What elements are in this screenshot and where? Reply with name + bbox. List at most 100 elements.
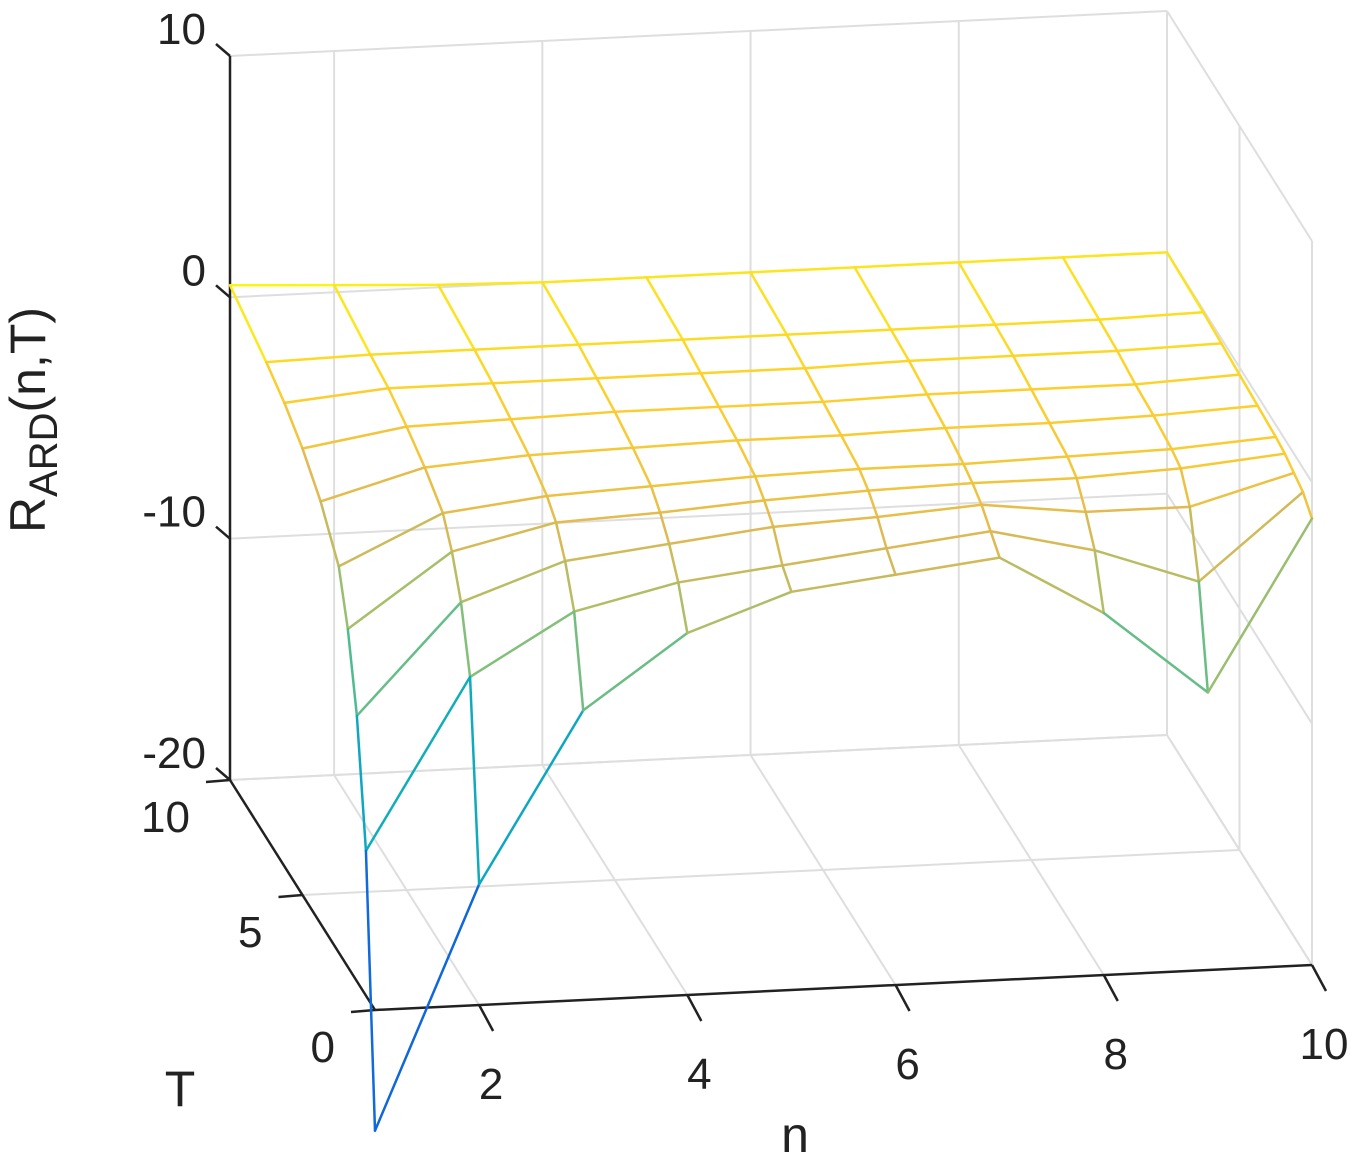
mesh-line-n bbox=[735, 434, 843, 442]
mesh-line-n bbox=[577, 338, 684, 346]
mesh-line-T bbox=[681, 338, 703, 375]
mesh-line-n bbox=[423, 453, 531, 469]
floor-grid-T bbox=[302, 849, 1240, 896]
mesh-line-n bbox=[677, 564, 784, 584]
mesh-line-n bbox=[301, 425, 408, 450]
x-tick-mark bbox=[1102, 974, 1119, 1002]
mesh-line-T bbox=[649, 484, 662, 514]
mesh-line-n bbox=[839, 426, 947, 437]
mesh-line-T bbox=[1152, 414, 1173, 451]
mesh-line-n bbox=[373, 883, 481, 1132]
grid-layer bbox=[229, 10, 1313, 1011]
mesh-line-n bbox=[649, 475, 757, 488]
mesh-line-T bbox=[763, 499, 775, 529]
back-wall-grid-z bbox=[229, 492, 1168, 540]
mesh-line-T bbox=[337, 565, 350, 631]
mesh-line-n bbox=[876, 503, 983, 519]
mesh-line-n bbox=[957, 256, 1065, 264]
mesh-line-T bbox=[332, 283, 372, 356]
mesh-line-n bbox=[473, 343, 580, 351]
mesh-line-T bbox=[1220, 342, 1241, 376]
mesh-line-T bbox=[667, 542, 680, 584]
mesh-line-n bbox=[563, 542, 671, 563]
mesh-line-T bbox=[441, 511, 454, 553]
mesh-line-T bbox=[957, 261, 997, 326]
z-tick-mark bbox=[215, 43, 231, 57]
mesh-line-n bbox=[885, 529, 992, 550]
mesh-line-n bbox=[749, 266, 856, 274]
z-tick-label: -10 bbox=[142, 488, 206, 537]
mesh-line-n bbox=[781, 547, 888, 567]
z-axis-label-sub: ARD bbox=[22, 412, 66, 496]
mesh-line-T bbox=[1238, 373, 1259, 407]
side-wall-grid-z bbox=[1166, 493, 1313, 725]
x-tick-label: 2 bbox=[479, 1060, 503, 1109]
mesh-line-n bbox=[631, 439, 739, 450]
mesh-line-T bbox=[1011, 354, 1033, 391]
mesh-line-T bbox=[1030, 388, 1051, 425]
mesh-line-n bbox=[1197, 490, 1305, 583]
mesh-line-T bbox=[450, 550, 463, 604]
mesh-line-n bbox=[491, 376, 598, 385]
mesh-line-n bbox=[581, 631, 689, 712]
mesh-line-T bbox=[509, 417, 531, 457]
mesh-line-T bbox=[925, 393, 947, 430]
mesh-line-T bbox=[563, 559, 576, 613]
mesh-line-T bbox=[1066, 455, 1078, 480]
mesh-line-n bbox=[1188, 471, 1296, 509]
mesh-line-T bbox=[1134, 383, 1155, 417]
mesh-line-n bbox=[1134, 373, 1241, 386]
mesh-line-T bbox=[595, 376, 617, 414]
mesh-line-T bbox=[301, 447, 322, 503]
mesh-line-n bbox=[436, 281, 544, 287]
mesh-line-n bbox=[509, 410, 617, 421]
y-tick-label: 10 bbox=[141, 793, 190, 842]
x-tick-label: 8 bbox=[1104, 1030, 1128, 1079]
mesh-line-T bbox=[1292, 471, 1305, 494]
mesh-line-T bbox=[1188, 505, 1201, 583]
mesh-line-T bbox=[283, 401, 304, 450]
mesh-line-n bbox=[1206, 517, 1314, 694]
mesh-line-T bbox=[545, 494, 558, 524]
mesh-line-n bbox=[364, 675, 472, 853]
mesh-line-T bbox=[1165, 251, 1205, 314]
mesh-line-T bbox=[781, 564, 793, 594]
mesh-line-n bbox=[1066, 447, 1173, 458]
mesh-line-T bbox=[1301, 490, 1314, 520]
mesh-line-n bbox=[681, 333, 789, 341]
mesh-line-n bbox=[468, 610, 576, 679]
mesh-line-T bbox=[803, 366, 825, 404]
mesh-line-T bbox=[645, 276, 684, 341]
mesh-line-T bbox=[527, 453, 549, 498]
mesh-line-T bbox=[1256, 404, 1277, 439]
x-tick-label: 10 bbox=[1300, 1020, 1349, 1069]
mesh-line-n bbox=[554, 511, 662, 524]
mesh-line-n bbox=[658, 499, 766, 514]
mesh-line-T bbox=[405, 425, 426, 469]
mesh-line-T bbox=[735, 439, 757, 478]
z-tick-label: 0 bbox=[182, 246, 206, 295]
mesh-line-T bbox=[541, 281, 580, 346]
x-axis-line bbox=[374, 963, 1313, 1012]
mesh-line-T bbox=[1274, 435, 1287, 455]
mesh-line-n bbox=[790, 573, 897, 594]
mesh-line-n bbox=[785, 328, 893, 336]
mesh-line-n bbox=[1152, 404, 1259, 417]
mesh-line-T bbox=[1075, 476, 1087, 514]
mesh-line-n bbox=[1179, 452, 1287, 470]
mesh-line-T bbox=[907, 359, 929, 396]
mesh-line-n bbox=[545, 484, 653, 498]
side-wall-grid-z bbox=[1166, 10, 1313, 242]
mesh-line-n bbox=[772, 515, 879, 529]
z-tick-mark bbox=[215, 284, 231, 299]
mesh-line-T bbox=[1202, 310, 1223, 345]
mesh-line-T bbox=[885, 547, 897, 576]
mesh-line-n bbox=[858, 462, 965, 471]
mesh-line-T bbox=[468, 675, 481, 886]
mesh-line-n bbox=[1048, 414, 1155, 425]
mesh-line-T bbox=[459, 600, 472, 679]
mesh-line-n bbox=[355, 600, 463, 718]
mesh-line-n bbox=[989, 529, 1096, 552]
mesh-line-T bbox=[971, 481, 983, 507]
